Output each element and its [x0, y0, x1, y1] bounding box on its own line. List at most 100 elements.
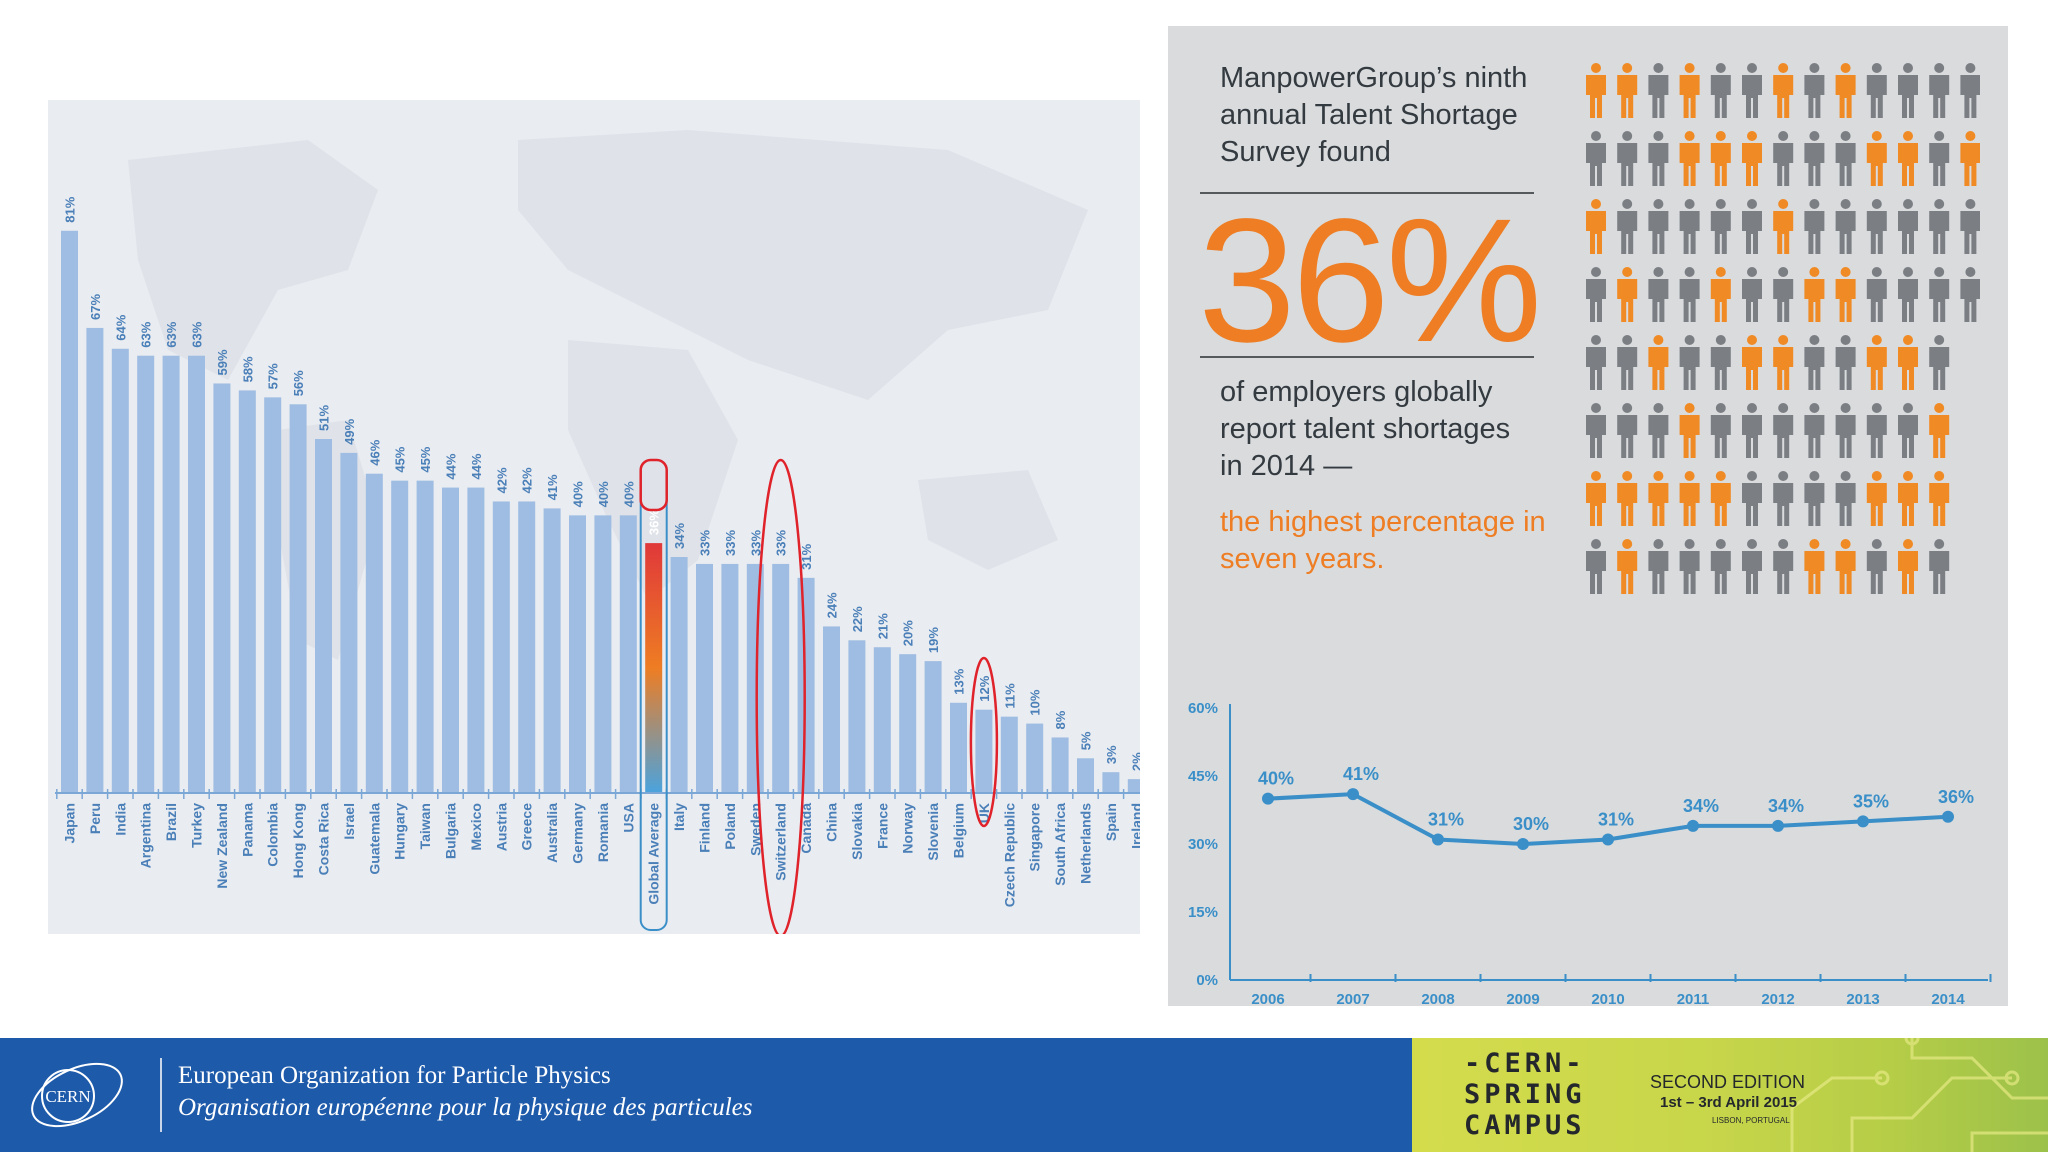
headline-divider-top [1200, 192, 1534, 194]
person-icon [1929, 403, 1950, 458]
bar-value-label: 33% [698, 529, 713, 555]
bar-czech-republic [1000, 716, 1018, 793]
person-icon [1898, 131, 1918, 186]
line-point-label: 36% [1938, 787, 1974, 807]
bar-value-label: 46% [367, 439, 382, 465]
person-icon [1710, 403, 1731, 458]
person-icon [1648, 335, 1669, 390]
bar-value-label: 44% [469, 453, 484, 479]
category-label: Czech Republic [1001, 803, 1017, 907]
bar-israel [340, 452, 358, 793]
bar-value-label: 57% [266, 363, 281, 389]
person-icon [1866, 199, 1887, 254]
bar-value-label: 33% [723, 529, 738, 555]
bar-poland [721, 563, 739, 793]
y-tick-label: 0% [1196, 972, 1218, 989]
bar-value-label: 20% [901, 620, 916, 646]
category-label: Peru [87, 803, 103, 834]
person-icon [1898, 539, 1918, 594]
circuit-decoration [1790, 1038, 2048, 1152]
person-icon [1835, 63, 1856, 118]
person-icon [1679, 267, 1700, 322]
y-tick-label: 45% [1188, 768, 1218, 785]
person-icon [1835, 403, 1856, 458]
organization-name-fr: Organisation européenne pour la physique… [178, 1094, 753, 1121]
person-icon [1679, 403, 1700, 458]
person-icon [1710, 471, 1731, 526]
person-icon [1804, 471, 1825, 526]
category-label: Australia [544, 803, 560, 863]
bar-slovenia [924, 661, 942, 793]
person-icon [1804, 63, 1825, 118]
person-icon [1648, 63, 1669, 118]
person-icon [1648, 539, 1669, 594]
bar-value-label: 22% [850, 606, 865, 632]
category-label: New Zealand [214, 803, 230, 889]
category-label: Singapore [1027, 803, 1043, 872]
person-icon [1773, 335, 1794, 390]
person-icon [1960, 199, 1980, 254]
bar-costa-rica [315, 439, 332, 793]
organization-name-en: European Organization for Particle Physi… [178, 1062, 611, 1089]
bar-sweden [746, 563, 764, 793]
x-tick-label: 2006 [1251, 991, 1284, 1006]
bar-value-label: 63% [190, 321, 205, 347]
campus-dates: 1st – 3rd April 2015 [1660, 1094, 1798, 1111]
person-icon [1742, 63, 1762, 118]
person-icon [1773, 63, 1794, 118]
category-label: Switzerland [773, 803, 789, 881]
line-point-label: 40% [1258, 769, 1294, 789]
category-label: UK [976, 803, 992, 823]
person-icon [1742, 199, 1762, 254]
person-icon [1679, 199, 1700, 254]
person-icon [1617, 335, 1638, 390]
line-point [1942, 810, 1954, 823]
person-icon [1742, 267, 1762, 322]
footer-bar: CERN European Organization for Particle … [0, 1038, 2048, 1152]
x-tick-label: 2008 [1421, 991, 1454, 1006]
bar-japan [61, 230, 78, 793]
country-bar-chart-panel: 81% 67% 64% 63% 63% 63% 59% 58% 57% 56% 51% 49% 46% 4… [48, 100, 1140, 934]
bar-value-label: 42% [494, 467, 509, 493]
bar-value-label: 49% [342, 418, 357, 444]
line-point [1517, 838, 1529, 850]
person-icon [1773, 403, 1794, 458]
person-icon [1648, 471, 1669, 526]
bar-hong-kong [289, 404, 307, 793]
category-label: Hungary [392, 803, 408, 860]
person-icon [1710, 335, 1731, 390]
person-icon [1866, 471, 1887, 526]
category-label: Taiwan [417, 803, 433, 849]
person-icon [1866, 539, 1887, 594]
bar-france [873, 647, 891, 793]
bar-value-label: 19% [926, 627, 941, 653]
person-icon [1617, 403, 1638, 458]
bar-value-label: 8% [1053, 710, 1068, 729]
person-icon [1586, 199, 1606, 254]
category-label: Japan [62, 803, 78, 843]
line-point-label: 35% [1853, 791, 1889, 811]
bar-value-label: 33% [774, 529, 789, 555]
campus-title-line-1: -CERN- [1464, 1048, 1586, 1079]
person-icon [1617, 199, 1638, 254]
person-icon [1773, 471, 1794, 526]
person-icon [1866, 63, 1887, 118]
category-label: Turkey [189, 803, 205, 848]
bar-taiwan [416, 480, 434, 793]
person-icon [1742, 131, 1762, 186]
person-icon [1898, 267, 1918, 322]
bar-value-label: 10% [1028, 689, 1043, 715]
category-label: Finland [697, 803, 713, 853]
cern-logo[interactable]: CERN [22, 1052, 132, 1138]
person-icon [1679, 335, 1700, 390]
person-icon [1898, 335, 1918, 390]
category-label: Netherlands [1078, 803, 1094, 884]
bar-germany [569, 515, 586, 793]
line-point [1857, 815, 1869, 828]
bar-austria [492, 501, 510, 793]
category-label: Belgium [951, 803, 967, 858]
bar-value-label: 36% [647, 509, 662, 535]
person-icon [1710, 267, 1731, 322]
bar-brazil [162, 355, 180, 793]
country-bar-chart: 81% 67% 64% 63% 63% 63% 59% 58% 57% 56% 51% 49% 46% 4… [55, 130, 1140, 934]
